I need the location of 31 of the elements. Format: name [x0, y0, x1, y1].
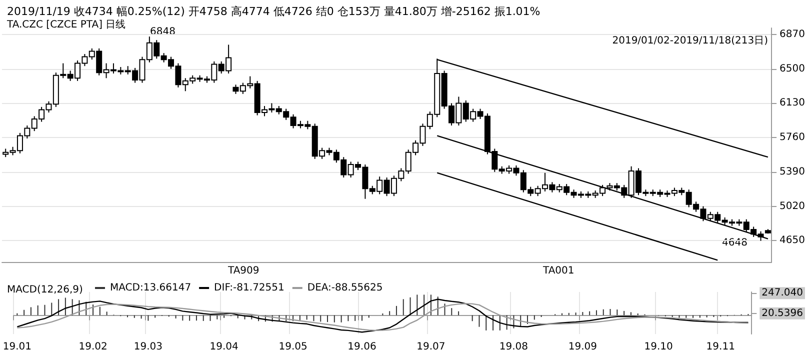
x-tick-label: 19.05 [278, 342, 308, 352]
chart-title: 2019/11/19 收4734 幅0.25%(12) 开4758 高4774 低4726 结0 仓153万 量41.80万 增-25162 振1.01% [7, 5, 540, 18]
y-tick-label: 5760 [780, 132, 806, 144]
x-tick-label: 19.06 [348, 342, 376, 352]
line-series [16, 303, 749, 332]
x-tick-label: 19.09 [568, 342, 597, 352]
x-tick-label: 19.01 [2, 342, 32, 352]
text: TA001 [542, 266, 574, 276]
legend-label: DEA:-88.55625 [307, 282, 383, 294]
y-tick-label: 5020 [780, 200, 806, 212]
annotation: 2019/01/02-2019/11/18(213日) [612, 36, 768, 46]
x-tick-label: 19.03 [134, 342, 163, 352]
x-tick-label: 19.10 [644, 342, 673, 352]
y-tick-label: 6870 [780, 29, 806, 40]
chart-title: MACD(12,26,9) [7, 284, 84, 296]
x-tick-label: 19.11 [706, 342, 735, 352]
y-tick-label: 5390 [780, 166, 806, 178]
y-tick-label: 6500 [780, 63, 806, 74]
y-tick-label: 6130 [780, 98, 806, 109]
legend-label: MACD:13.66147 [110, 282, 192, 294]
x-tick-label: 19.08 [499, 342, 528, 352]
x-tick-label: 19.07 [416, 342, 446, 352]
line-series [16, 298, 749, 333]
text: TA909 [227, 266, 260, 276]
legend-label: DIF:-81.72551 [214, 282, 284, 294]
y-tick-label: 20.5396 [762, 308, 804, 319]
x-tick-label: 19.04 [210, 342, 238, 352]
chart-subtitle: TA.CZC [CZCE PTA] 日线 [6, 18, 126, 30]
y-tick-label: 247.040 [762, 288, 804, 299]
y-tick-label: 4650 [780, 235, 806, 246]
x-tick-label: 19.02 [78, 342, 108, 352]
